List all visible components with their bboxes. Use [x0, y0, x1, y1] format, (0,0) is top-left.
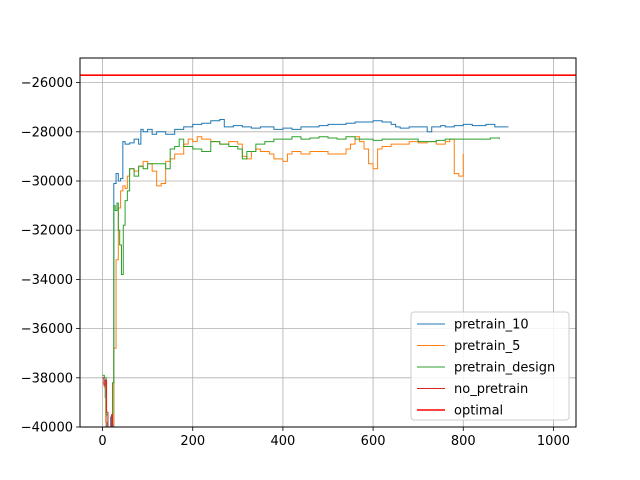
y-tick-label: −36000 — [21, 322, 73, 337]
y-axis-ticks: −40000 −38000 −36000 −34000 −32000 −30000 −280… — [21, 76, 80, 436]
x-tick-label: 0 — [98, 434, 106, 449]
series-line-pretrain-10 — [102, 119, 509, 427]
x-tick-label: 1000 — [537, 434, 570, 449]
y-tick-label: −40000 — [21, 421, 73, 436]
legend-label: pretrain_10 — [454, 318, 529, 333]
legend: pretrain_10 pretrain_5 pretrain_design no_p… — [410, 311, 570, 421]
x-axis-ticks: 0 200 400 600 800 1000 — [98, 427, 570, 449]
y-tick-label: −38000 — [21, 371, 73, 386]
y-tick-label: −26000 — [21, 76, 73, 91]
y-tick-label: −32000 — [21, 224, 73, 239]
x-tick-label: 400 — [270, 434, 295, 449]
grid-lines — [80, 58, 576, 428]
x-tick-label: 600 — [361, 434, 386, 449]
y-tick-label: −28000 — [21, 125, 73, 140]
y-tick-label: −34000 — [21, 273, 73, 288]
legend-label: pretrain_design — [454, 361, 555, 376]
legend-label: optimal — [454, 404, 503, 419]
series-line-pretrain-design — [102, 136, 500, 427]
x-tick-label: 800 — [451, 434, 476, 449]
axes-frame — [79, 57, 577, 428]
legend-box — [410, 311, 570, 421]
legend-label: pretrain_5 — [454, 339, 520, 354]
series-line-no-pretrain — [102, 377, 113, 427]
x-tick-label: 200 — [180, 434, 205, 449]
legend-label: no_pretrain — [454, 382, 528, 397]
y-tick-label: −30000 — [21, 175, 73, 190]
series-layer — [80, 74, 576, 427]
